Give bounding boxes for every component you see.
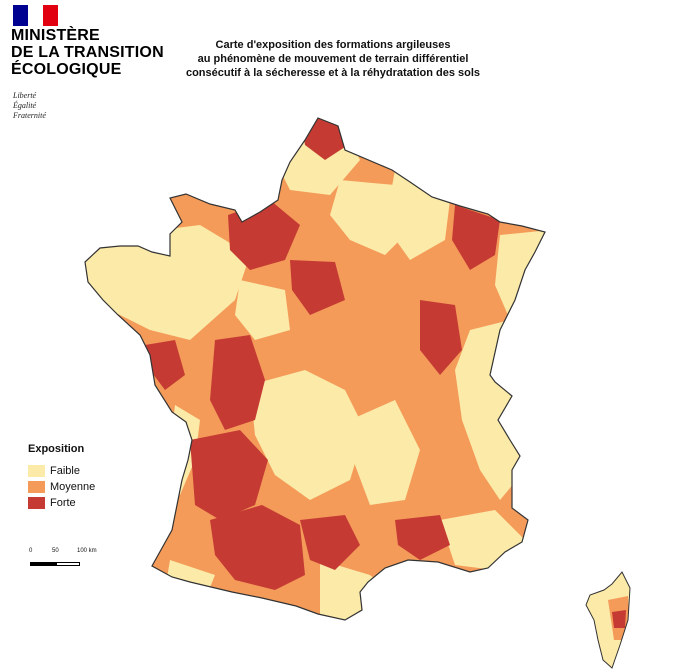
flag-white-stripe xyxy=(27,5,43,26)
flag-blue-stripe xyxy=(13,5,28,26)
legend: Exposition Faible Moyenne Forte xyxy=(28,443,95,511)
legend-title: Exposition xyxy=(28,443,85,455)
faible-zone-massif-central xyxy=(350,400,420,505)
motto-liberte: Liberté xyxy=(13,91,37,100)
faible-zone-champagne xyxy=(330,180,410,255)
ministry-line-3: ÉCOLOGIQUE xyxy=(11,61,122,78)
forte-zone-poitou xyxy=(210,335,265,430)
legend-label-faible: Faible xyxy=(50,465,80,477)
legend-label-moyenne: Moyenne xyxy=(50,481,96,493)
map-title: Carte d'exposition des formations argile… xyxy=(172,38,494,80)
scale-segment-white xyxy=(56,562,80,566)
motto-egalite: Égalité xyxy=(13,101,37,110)
scale-label-50: 50 xyxy=(52,548,59,554)
scale-segment-black xyxy=(30,562,56,566)
scale-bar: 0 50 100 km xyxy=(29,548,97,570)
map-title-line-3: consécutif à la sécheresse et à la réhyd… xyxy=(185,67,481,79)
map-title-line-1: Carte d'exposition des formations argile… xyxy=(215,39,451,51)
legend-swatch-faible xyxy=(28,465,45,477)
legend-swatch-forte xyxy=(28,497,45,509)
forte-zone-vendee xyxy=(145,340,185,390)
legend-label-forte: Forte xyxy=(50,497,76,509)
scale-label-0: 0 xyxy=(29,548,33,554)
forte-zone-toulousain xyxy=(300,515,360,570)
forte-zone-aquitaine xyxy=(210,505,305,590)
ministry-name: MINISTÈRE DE LA TRANSITION ÉCOLOGIQUE xyxy=(11,27,164,78)
forte-zone-bourgogne xyxy=(420,300,462,375)
forte-zone-gironde xyxy=(190,430,268,520)
ministry-line-2: DE LA TRANSITION xyxy=(11,44,164,61)
forte-zone-ile-de-france xyxy=(290,260,345,315)
republique-francaise-flag-logo xyxy=(13,5,58,26)
corsica-faible-zone xyxy=(586,572,630,668)
ministry-line-1: MINISTÈRE xyxy=(11,27,100,44)
faible-zone-limousin xyxy=(250,370,365,500)
map-title-line-2: au phénomène de mouvement de terrain dif… xyxy=(197,53,469,65)
forte-zone-languedoc xyxy=(395,515,450,560)
corsica-exposure-zones xyxy=(586,572,630,668)
corsica-forte-zone xyxy=(612,610,626,628)
republic-motto: Liberté Égalité Fraternité xyxy=(13,91,46,121)
flag-red-stripe xyxy=(42,5,58,26)
faible-zone-bretagne xyxy=(85,225,250,340)
scale-label-100: 100 km xyxy=(77,548,97,554)
legend-item-forte: Forte xyxy=(28,495,95,511)
legend-item-faible: Faible xyxy=(28,463,95,479)
legend-swatch-moyenne xyxy=(28,481,45,493)
motto-fraternite: Fraternité xyxy=(13,111,46,120)
faible-zone-beauce xyxy=(235,280,290,340)
forte-zone-lorraine xyxy=(452,205,500,270)
legend-item-moyenne: Moyenne xyxy=(28,479,95,495)
